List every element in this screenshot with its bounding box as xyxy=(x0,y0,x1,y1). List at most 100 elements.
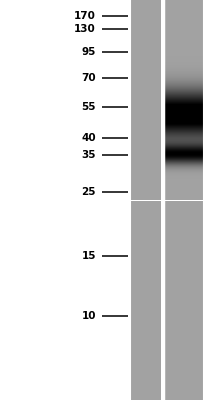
Bar xyxy=(164,11,204,12)
Bar xyxy=(164,341,204,342)
Bar xyxy=(164,84,204,85)
Bar xyxy=(130,33,161,34)
Bar xyxy=(130,91,161,92)
Bar xyxy=(130,18,161,19)
Bar xyxy=(130,324,161,325)
Bar xyxy=(130,100,161,101)
Bar xyxy=(164,300,204,301)
Text: 15: 15 xyxy=(81,251,96,261)
Bar xyxy=(130,286,161,287)
Bar xyxy=(164,392,204,393)
Bar xyxy=(164,178,204,180)
Bar xyxy=(130,196,161,198)
Bar xyxy=(164,3,204,4)
Bar xyxy=(130,396,161,397)
Bar xyxy=(130,190,161,192)
Bar xyxy=(164,22,204,23)
Bar xyxy=(130,371,161,372)
Bar xyxy=(130,98,161,99)
Bar xyxy=(130,247,161,248)
Bar xyxy=(164,373,204,374)
Bar xyxy=(164,70,204,71)
Bar xyxy=(164,395,204,396)
Bar xyxy=(130,283,161,284)
Bar xyxy=(130,269,161,270)
Bar xyxy=(164,374,204,375)
Bar xyxy=(130,242,161,243)
Bar xyxy=(130,40,161,41)
Bar xyxy=(130,336,161,337)
Bar xyxy=(130,114,161,115)
Bar xyxy=(164,354,204,355)
Bar xyxy=(164,74,204,75)
Bar xyxy=(164,2,204,3)
Bar xyxy=(130,310,161,311)
Bar xyxy=(130,367,161,368)
Bar xyxy=(130,206,161,208)
Bar xyxy=(130,8,161,9)
Bar xyxy=(130,11,161,12)
Bar xyxy=(130,394,161,395)
Bar xyxy=(164,378,204,379)
Bar xyxy=(130,216,161,218)
Bar xyxy=(164,115,204,116)
Bar xyxy=(130,339,161,340)
Bar xyxy=(164,270,204,271)
Bar xyxy=(130,96,161,97)
Bar xyxy=(130,146,161,147)
Bar xyxy=(130,134,161,135)
Bar xyxy=(164,366,204,367)
Bar xyxy=(130,110,161,111)
Bar xyxy=(164,247,204,248)
Bar xyxy=(130,132,161,133)
Bar xyxy=(164,399,204,400)
Bar xyxy=(164,242,204,243)
Bar xyxy=(130,321,161,322)
Bar xyxy=(130,357,161,358)
Bar xyxy=(164,309,204,310)
Bar xyxy=(164,321,204,322)
Bar xyxy=(164,238,204,240)
Bar xyxy=(164,275,204,276)
Bar xyxy=(130,31,161,32)
Bar xyxy=(164,152,204,153)
Bar xyxy=(130,47,161,48)
Bar xyxy=(130,346,161,347)
Bar xyxy=(130,366,161,367)
Bar xyxy=(164,384,204,385)
Bar xyxy=(130,319,161,320)
Bar xyxy=(164,284,204,285)
Bar xyxy=(130,7,161,8)
Bar xyxy=(130,17,161,18)
Bar xyxy=(130,125,161,126)
Bar xyxy=(164,350,204,351)
Bar xyxy=(130,374,161,375)
Bar xyxy=(130,282,161,283)
Bar xyxy=(130,83,161,84)
Bar xyxy=(130,293,161,294)
Bar xyxy=(130,368,161,369)
Bar xyxy=(130,302,161,303)
Bar xyxy=(164,396,204,397)
Bar xyxy=(130,128,161,129)
Bar xyxy=(130,118,161,119)
Bar xyxy=(130,64,161,65)
Bar xyxy=(130,188,161,190)
Bar xyxy=(164,291,204,292)
Bar xyxy=(164,230,204,232)
Bar xyxy=(130,144,161,145)
Bar xyxy=(130,141,161,142)
Bar xyxy=(164,124,204,125)
Bar xyxy=(164,15,204,16)
Bar xyxy=(164,349,204,350)
Bar xyxy=(164,258,204,259)
Bar xyxy=(164,367,204,368)
Bar xyxy=(130,284,161,285)
Bar xyxy=(164,31,204,32)
Bar xyxy=(164,216,204,218)
Bar xyxy=(130,80,161,81)
Bar xyxy=(164,214,204,216)
Bar xyxy=(130,176,161,178)
Bar xyxy=(164,295,204,296)
Bar xyxy=(164,151,204,152)
